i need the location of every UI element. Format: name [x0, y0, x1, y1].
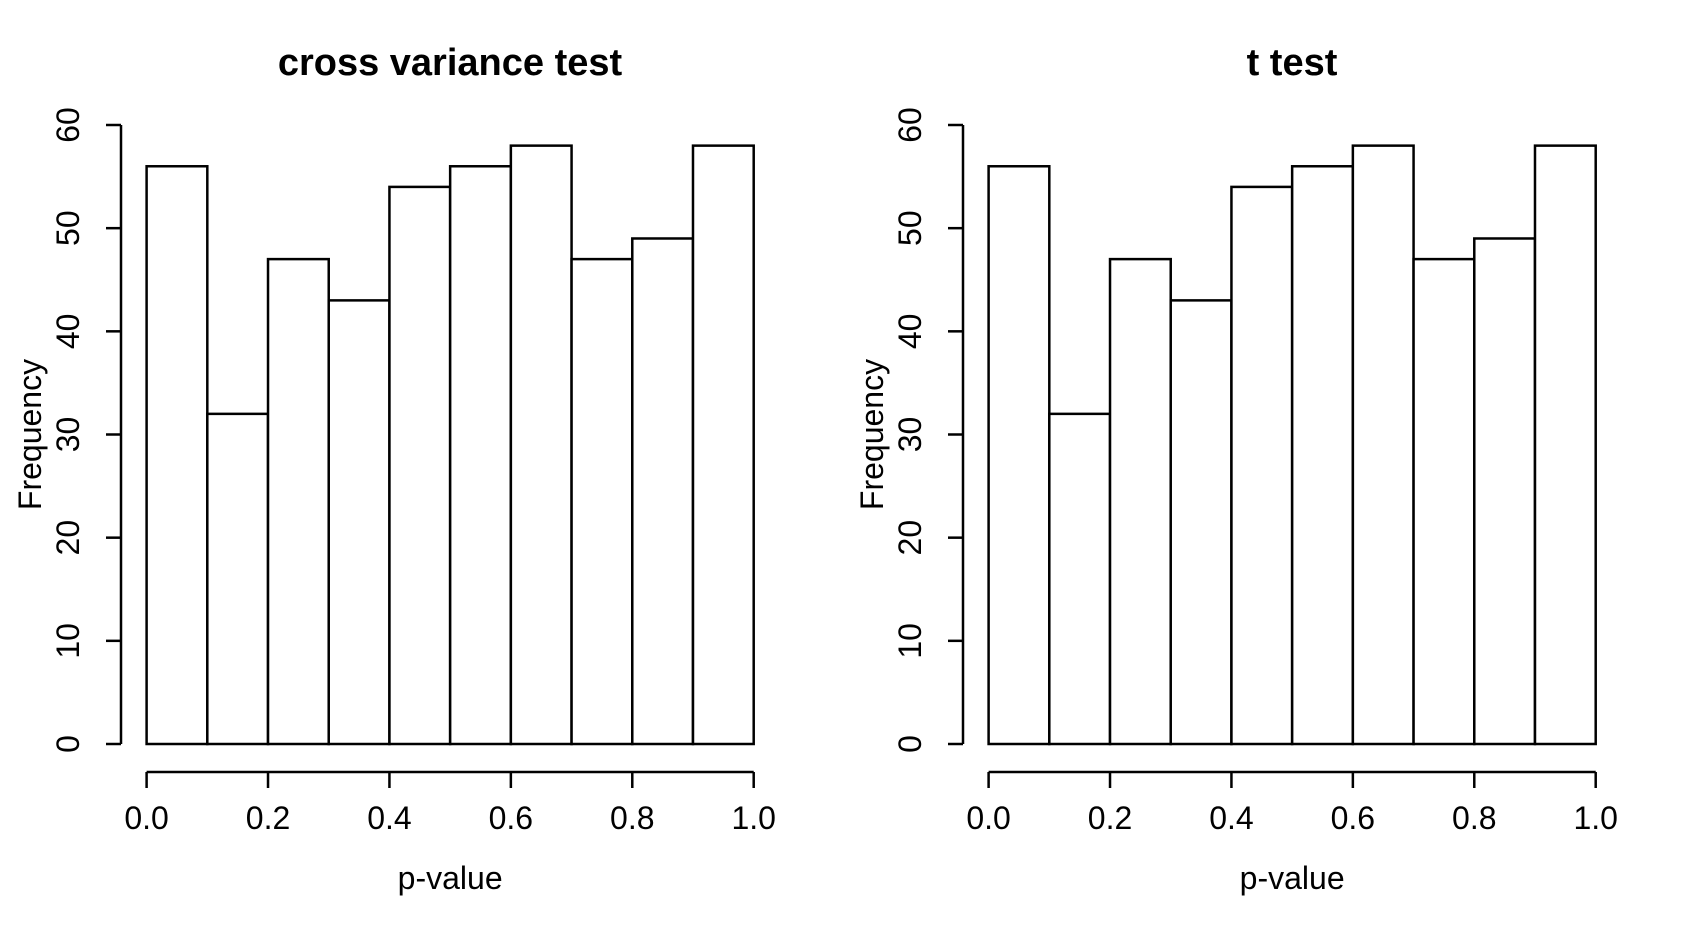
histogram-bar: [570, 257, 634, 746]
x-tick-label: 1.0: [1573, 800, 1617, 836]
y-tick-label: 40: [892, 314, 928, 350]
x-tick-label: 0.4: [1209, 800, 1253, 836]
histogram-bar: [448, 165, 513, 746]
x-tick-label: 1.0: [731, 800, 775, 836]
chart-title: cross variance test: [278, 42, 623, 84]
y-axis-label: Frequency: [854, 359, 890, 510]
y-tick-label: 50: [892, 210, 928, 246]
x-axis-label: p-value: [398, 860, 503, 896]
y-tick-label: 0: [50, 735, 86, 753]
x-tick-label: 0.8: [1452, 800, 1496, 836]
histogram-bar: [631, 237, 695, 746]
y-tick-label: 30: [50, 417, 86, 453]
x-tick-label: 0.6: [489, 800, 533, 836]
histogram-bar: [691, 144, 755, 746]
x-tick-label: 0.8: [610, 800, 654, 836]
chart-title: t test: [1247, 42, 1338, 84]
histogram-bar: [266, 257, 330, 746]
x-tick-label: 0.0: [124, 800, 168, 836]
x-tick-label: 0.6: [1331, 800, 1375, 836]
y-axis-label: Frequency: [12, 359, 48, 510]
histogram-bar: [1169, 299, 1233, 746]
histogram-bar: [1108, 257, 1172, 746]
histogram-bar: [388, 185, 452, 746]
histogram-t-test: t test 0 10 20 30 40 50 60 Frequency 0.0 0.2 0.4 0.6…: [854, 42, 1618, 896]
y-tick-label: 60: [892, 107, 928, 143]
y-tick-label: 10: [50, 623, 86, 659]
y-tick-label: 0: [892, 735, 928, 753]
histogram-cross-variance-test: cross variance test 0 10 20 30 40 50 60 Frequenc…: [12, 42, 776, 896]
x-tick-label: 0.2: [1088, 800, 1132, 836]
histogram-bar: [987, 165, 1051, 746]
histogram-bar: [1290, 165, 1355, 746]
histogram-bar: [1412, 257, 1476, 746]
histogram-bar: [1230, 185, 1294, 746]
y-tick-label: 20: [50, 520, 86, 556]
histogram-bar: [1351, 144, 1415, 746]
y-tick-label: 30: [892, 417, 928, 453]
histogram-bar: [206, 412, 270, 746]
histogram-bar: [327, 299, 391, 746]
histogram-bar: [1048, 412, 1112, 746]
y-tick-label: 10: [892, 623, 928, 659]
histogram-bar: [509, 144, 573, 746]
y-tick-label: 40: [50, 314, 86, 350]
y-tick-label: 60: [50, 107, 86, 143]
y-tick-label: 20: [892, 520, 928, 556]
x-axis-label: p-value: [1240, 860, 1345, 896]
histogram-bar: [145, 165, 209, 746]
y-tick-label: 50: [50, 210, 86, 246]
x-tick-label: 0.0: [966, 800, 1010, 836]
histogram-bar: [1533, 144, 1597, 746]
histogram-bar: [1473, 237, 1537, 746]
x-tick-label: 0.4: [367, 800, 411, 836]
x-tick-label: 0.2: [246, 800, 290, 836]
